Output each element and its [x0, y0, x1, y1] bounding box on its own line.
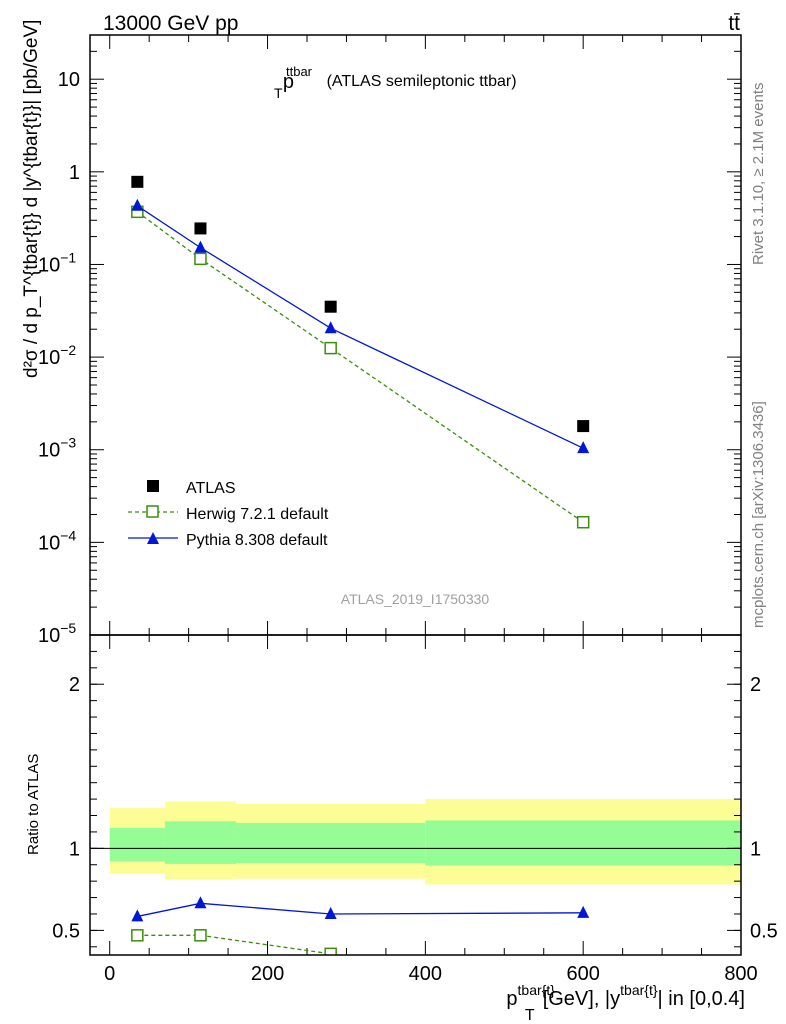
ratio-point-pythia [577, 905, 590, 918]
ratio-y-tick-label: 1 [69, 838, 80, 860]
x-axis-label: ptbar{t} T[GeV], |ytbar{t}| in [0,0.4] [506, 982, 745, 1024]
ratio-band-green [425, 820, 741, 866]
ratio-y-axis-label: Ratio to ATLAS [25, 754, 42, 855]
rivet-label: Rivet 3.1.10, ≥ 2.1M events [750, 83, 767, 266]
ratio-y-tick-label: 0.5 [52, 920, 80, 942]
ratio-band-green [235, 822, 426, 864]
data-point-herwig [324, 341, 337, 355]
main-y-tick-label: 10−4 [38, 527, 76, 554]
data-point-atlas [577, 420, 590, 433]
ratio-band-green [109, 827, 165, 862]
ratio-point-herwig [131, 929, 144, 942]
series-line-2 [136, 205, 584, 449]
ratio-y-tick-label-right: 2 [750, 674, 761, 696]
ratio-series [131, 896, 590, 955]
ratio-series-group [131, 896, 590, 955]
legend-label-herwig: Herwig 7.2.1 default [186, 506, 329, 523]
ratio-uncertainty-bands [90, 799, 741, 885]
data-point-pythia [194, 240, 207, 253]
ratio-y-tick-label: 2 [69, 674, 80, 696]
x-tick-label: 400 [409, 963, 442, 985]
series-line-1 [136, 211, 584, 523]
legend: ATLAS Herwig 7.2.1 default Pythia 8.308 … [128, 480, 329, 549]
legend-marker-herwig [146, 505, 159, 518]
main-panel: pttbar T(ATLAS semileptonic ttbar) d²σ / … [21, 20, 742, 647]
data-point-atlas [194, 222, 207, 235]
x-tick-label: 600 [566, 963, 599, 985]
ratio-point-herwig [194, 929, 207, 942]
ratio-point-herwig [324, 947, 337, 955]
plot-title: pttbar T(ATLAS semileptonic ttbar) [274, 64, 517, 101]
ratio-point-pythia [131, 909, 144, 922]
mcplots-label: mcplots.cern.ch [arXiv:1306.3436] [750, 401, 767, 628]
analysis-watermark: ATLAS_2019_I1750330 [341, 591, 490, 607]
ratio-frame [89, 634, 742, 956]
energy-label: 13000 GeV pp [103, 12, 238, 35]
legend-marker-atlas [147, 480, 159, 492]
ratio-line-0 [137, 934, 342, 955]
x-tick-label: 800 [724, 963, 757, 985]
ratio-y-tick-label-right: 1 [750, 838, 761, 860]
main-y-tick-label: 10−2 [38, 342, 76, 369]
data-point-atlas [131, 175, 144, 188]
legend-marker-pythia [147, 532, 159, 544]
main-axis-ticks: 10−5 10−4 10−3 10−2 10−1 1 10 [38, 34, 742, 647]
main-y-tick-label: 10 [58, 69, 80, 91]
ratio-point-pythia [324, 906, 337, 919]
ratio-y-tick-label-right: 0.5 [750, 920, 778, 942]
x-tick-label: 200 [251, 963, 284, 985]
data-point-pythia [324, 321, 337, 334]
main-y-tick-label: 10−3 [38, 435, 76, 462]
ratio-panel: 0.5 0.5 1 1 2 2 0 200 400 600 800 Ratio to ATLAS [25, 634, 778, 985]
ratio-axis-ticks: 0.5 0.5 1 1 2 2 0 200 400 600 800 [52, 635, 778, 985]
process-label: tt̄ [728, 12, 740, 35]
ratio-point-pythia [194, 896, 207, 909]
main-y-tick-label: 10−1 [38, 249, 76, 276]
data-point-herwig [576, 515, 590, 529]
data-point-herwig [194, 252, 207, 266]
main-y-tick-label: 10−5 [38, 620, 76, 647]
main-y-axis-label: d²σ / d p_T^{tbar{t}} d |y^{tbar{t}}| [p… [21, 20, 42, 378]
main-series [131, 175, 590, 529]
data-point-atlas [324, 300, 337, 313]
legend-label-pythia: Pythia 8.308 default [186, 532, 328, 549]
ratio-line-1 [137, 902, 584, 918]
data-point-pythia [131, 198, 144, 211]
x-tick-label: 0 [104, 963, 115, 985]
legend-label-atlas: ATLAS [186, 480, 236, 497]
ratio-band-green [164, 821, 236, 864]
main-y-tick-label: 1 [69, 162, 80, 184]
data-point-pythia [577, 441, 590, 454]
